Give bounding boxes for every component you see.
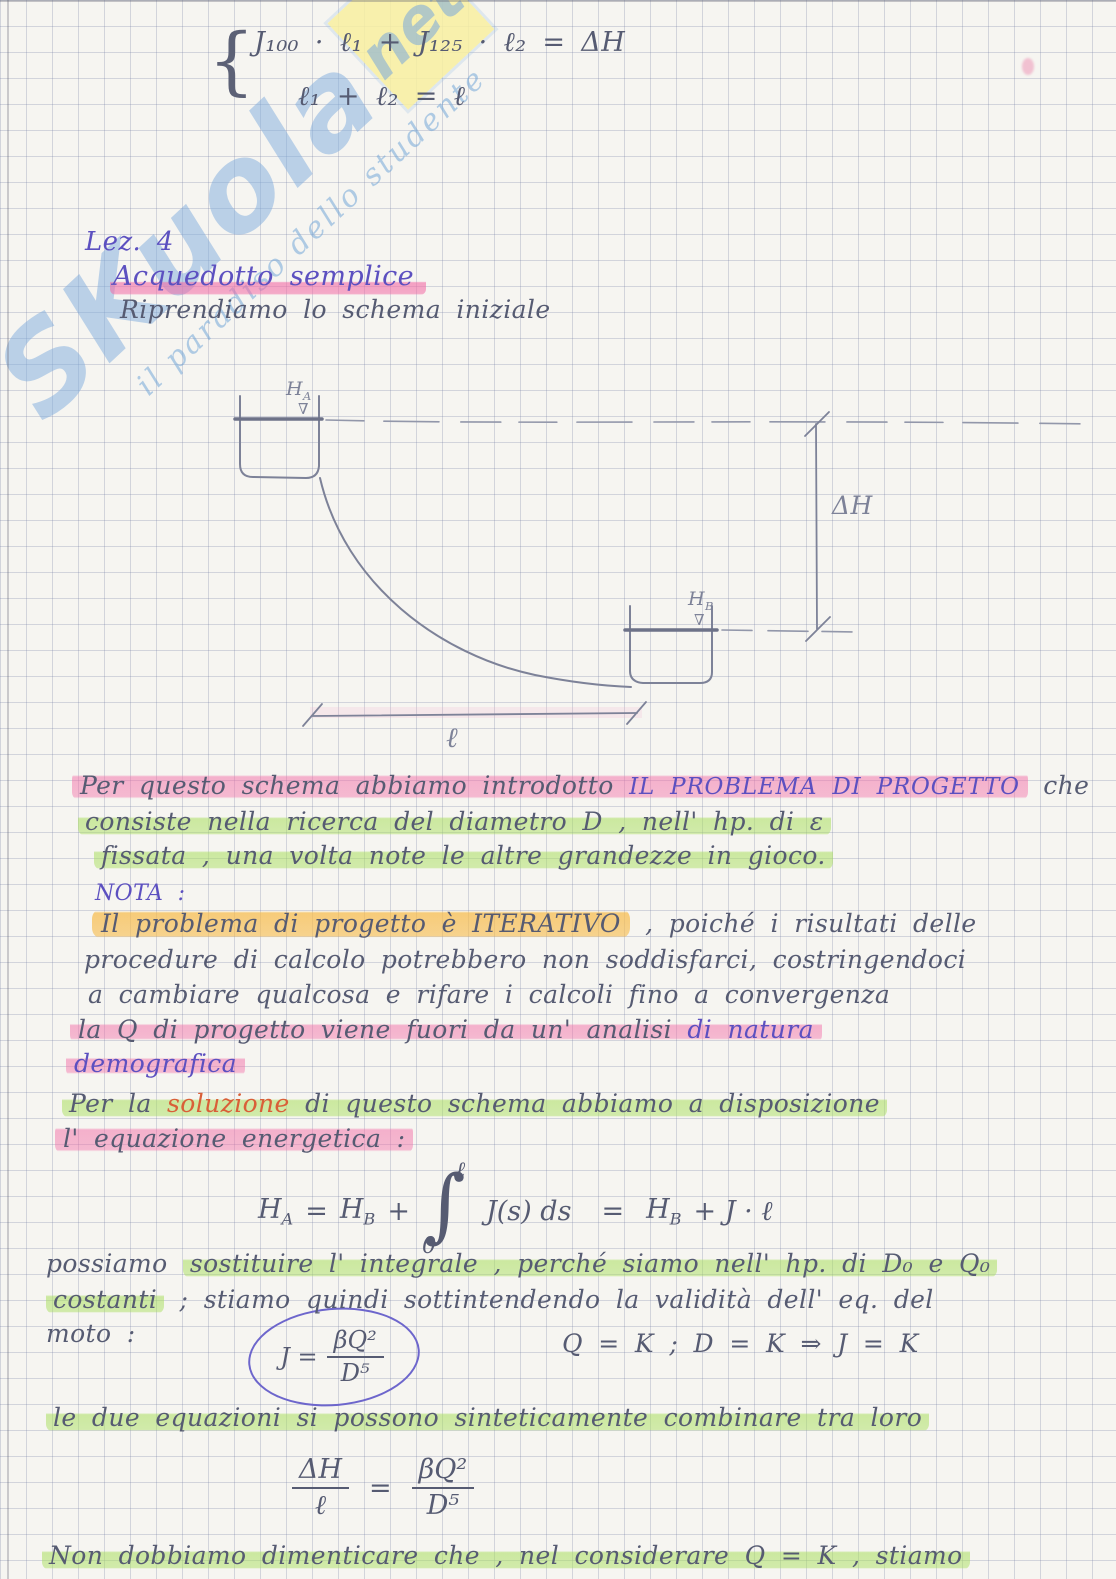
note-line: procedure di calcolo potrebbero non sodd…: [84, 945, 967, 974]
water-surface-symbol-a: ∇: [298, 400, 309, 418]
fraction: βQ² D⁵: [411, 1455, 475, 1521]
green-highlight: costanti: [46, 1285, 165, 1314]
green-highlight: fissata , una volta note le altre grande…: [94, 841, 833, 870]
note-line: Il problema di progetto è ITERATIVO , po…: [92, 908, 977, 939]
note-line: la Q di progetto viene fuori da un' anal…: [70, 1014, 822, 1045]
system-equation-2: ℓ₁ + ℓ₂ = ℓ: [298, 81, 466, 112]
note-line: le due equazioni si possono sinteticamen…: [46, 1402, 930, 1433]
fraction: βQ² D⁵: [326, 1327, 384, 1386]
length-left-tick: [302, 703, 323, 727]
aqueduct-scheme-drawing: [233, 395, 1091, 727]
length-dimension-line: [311, 712, 638, 717]
friction-law-equation: J = βQ² D⁵: [256, 1318, 408, 1396]
label-length: ℓ: [446, 721, 459, 754]
note-line: Per la soluzione di questo schema abbiam…: [62, 1088, 887, 1119]
skuola-logo: SKuola net: [0, 0, 524, 445]
note-line: possiamo sostituire l' integrale , perch…: [46, 1248, 998, 1279]
note-line: fissata , una volta note le altre grande…: [94, 840, 833, 871]
note-line: moto :: [46, 1319, 136, 1348]
green-highlight: consiste nella ricerca del diametro D , …: [78, 807, 831, 836]
note-line: Per questo schema abbiamo introdotto IL …: [72, 770, 1089, 802]
label-delta-h: ΔH: [832, 491, 873, 520]
combined-equation: ΔH ℓ = βQ² D⁵: [292, 1455, 475, 1521]
nota-label: NOTA :: [95, 881, 186, 906]
orange-highlight: Il problema di progetto è ITERATIVO: [92, 908, 630, 939]
green-highlight: sostituire l' integrale , perché siamo n…: [182, 1249, 998, 1278]
constants-note: Q = K ; D = K ⇒ J = K: [562, 1329, 919, 1358]
note-line: costanti ; stiamo quindi sottintendendo …: [46, 1284, 934, 1315]
delta-h-bottom-tick: [805, 616, 831, 642]
note-line: Non dobbiamo dimenticare che , nel consi…: [42, 1540, 970, 1571]
pink-highlight: demografica: [66, 1049, 245, 1078]
green-highlight: Per la soluzione di questo schema abbiam…: [62, 1089, 887, 1118]
system-brace: {: [208, 18, 256, 104]
note-line: demografica: [66, 1048, 245, 1079]
downstream-level-dashed-line: [721, 629, 859, 633]
energy-equation: HA = HB + ∫ ℓ 0 J(s) ds = HB + J · ℓ: [258, 1158, 773, 1259]
skuola-tagline: il paradiso dello studente: [129, 60, 494, 403]
pink-highlight: l' equazione energetica :: [55, 1123, 414, 1154]
lesson-number: Lez. 4: [85, 227, 174, 257]
pink-highlight: Per questo schema abbiamo introdotto IL …: [72, 770, 1028, 801]
green-highlight: le due equazioni si possono sinteticamen…: [46, 1403, 930, 1432]
upstream-level-dashed-line: [325, 419, 1091, 425]
note-line: a cambiare qualcosa e rifare i calcoli f…: [88, 980, 891, 1009]
pipe-curve: [319, 477, 632, 688]
system-equation-1: J₁₀₀ · ℓ₁ + J₁₂₅ · ℓ₂ = ΔH: [254, 27, 626, 58]
soluzione-red-word: soluzione: [167, 1089, 290, 1118]
green-highlight: Non dobbiamo dimenticare che , nel consi…: [42, 1541, 970, 1570]
pink-ink-smudge: [1022, 58, 1034, 75]
pink-highlight: la Q di progetto viene fuori da un' anal…: [70, 1015, 822, 1044]
fraction: ΔH ℓ: [292, 1455, 350, 1521]
title-highlight: Acquedotto semplice: [110, 261, 427, 295]
problema-di-progetto-caps: IL PROBLEMA DI PROGETTO: [629, 774, 1020, 800]
integral-sign: ∫ ℓ 0: [421, 1158, 466, 1259]
note-line: consiste nella ricerca del diametro D , …: [78, 806, 831, 837]
note-line: l' equazione energetica :: [55, 1123, 414, 1154]
length-right-tick: [626, 701, 647, 725]
delta-h-top-tick: [804, 411, 830, 437]
page-title: Acquedotto semplice: [110, 260, 427, 295]
water-surface-symbol-b: ∇: [694, 611, 705, 629]
skuola-watermark: SKuola net il paradiso dello studente: [0, 0, 552, 468]
delta-h-dimension-line: [815, 423, 818, 630]
length-line-highlight-smear: [310, 707, 642, 718]
label-hb: HB: [688, 588, 714, 613]
subtitle: Riprendiamo lo schema iniziale: [120, 295, 551, 324]
